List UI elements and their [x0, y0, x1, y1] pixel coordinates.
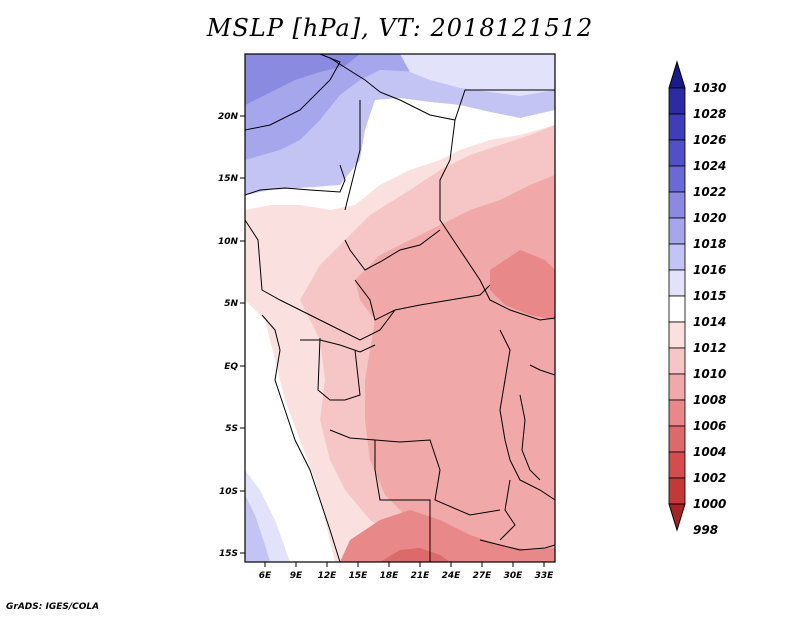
- lon-label: 9E: [290, 571, 303, 581]
- colorbar-segment: [668, 87, 686, 115]
- lon-label: 18E: [380, 571, 400, 581]
- lat-label: EQ: [224, 362, 238, 372]
- colorbar-label: 1015: [693, 289, 726, 303]
- colorbar-label: 1018: [693, 237, 726, 251]
- colorbar-segment: [668, 191, 686, 219]
- colorbar-segment: [668, 243, 686, 271]
- lat-label: 15N: [218, 174, 239, 184]
- colorbar-label: 1014: [693, 315, 726, 329]
- lon-label: 21E: [411, 571, 431, 581]
- colorbar-segment: [668, 451, 686, 479]
- lon-label: 12E: [318, 571, 338, 581]
- lon-label: 24E: [442, 571, 462, 581]
- map-title: MSLP [hPa], VT: 2018121512: [206, 14, 594, 42]
- colorbar-segment: [668, 321, 686, 349]
- colorbar-segment: [668, 217, 686, 245]
- colorbar: 1030 1028 1026 1024 1022 1020 1018 1016 1015 1014…: [668, 60, 726, 537]
- lat-label: 20N: [218, 112, 239, 122]
- colorbar-segment: [668, 425, 686, 453]
- colorbar-label: 1012: [693, 341, 726, 355]
- colorbar-label: 1022: [693, 185, 726, 199]
- map-frame: [244, 53, 556, 563]
- colorbar-label: 1002: [693, 471, 726, 485]
- lat-label: 15S: [219, 549, 238, 559]
- lat-label: 5S: [225, 424, 238, 434]
- lon-label: 33E: [535, 571, 555, 581]
- colorbar-bottom-arrow: [668, 503, 686, 532]
- colorbar-top-arrow: [668, 60, 686, 89]
- colorbar-label: 1028: [693, 107, 726, 121]
- colorbar-segment: [668, 165, 686, 193]
- colorbar-label: 1006: [693, 419, 726, 433]
- latitude-axis: [240, 115, 245, 554]
- lon-label: 27E: [473, 571, 493, 581]
- colorbar-segment: [668, 295, 686, 323]
- colorbar-segment: [668, 347, 686, 375]
- colorbar-segment: [668, 113, 686, 141]
- colorbar-label: 1000: [693, 497, 726, 511]
- lon-label: 6E: [259, 571, 272, 581]
- colorbar-label: 1024: [693, 159, 726, 173]
- political-borders: [245, 54, 555, 562]
- lon-label: 15E: [349, 571, 369, 581]
- lat-label: 5N: [224, 299, 238, 309]
- lat-label: 10S: [219, 487, 238, 497]
- colorbar-label: 1030: [693, 81, 726, 95]
- colorbar-segment: [668, 269, 686, 297]
- colorbar-label: 1004: [693, 445, 726, 459]
- lon-label: 30E: [504, 571, 524, 581]
- colorbar-segment: [668, 139, 686, 167]
- lat-label: 10N: [218, 237, 239, 247]
- pressure-field: [245, 54, 555, 562]
- colorbar-label: 1008: [693, 393, 726, 407]
- colorbar-label: 998: [693, 523, 718, 537]
- colorbar-segment: [668, 477, 686, 505]
- colorbar-label: 1010: [693, 367, 726, 381]
- colorbar-segment: [668, 399, 686, 427]
- colorbar-label: 1026: [693, 133, 726, 147]
- colorbar-label: 1016: [693, 263, 726, 277]
- grads-credit: GrADS: IGES/COLA: [6, 602, 100, 612]
- longitude-axis: [264, 562, 545, 567]
- colorbar-segment: [668, 373, 686, 401]
- colorbar-label: 1020: [693, 211, 726, 225]
